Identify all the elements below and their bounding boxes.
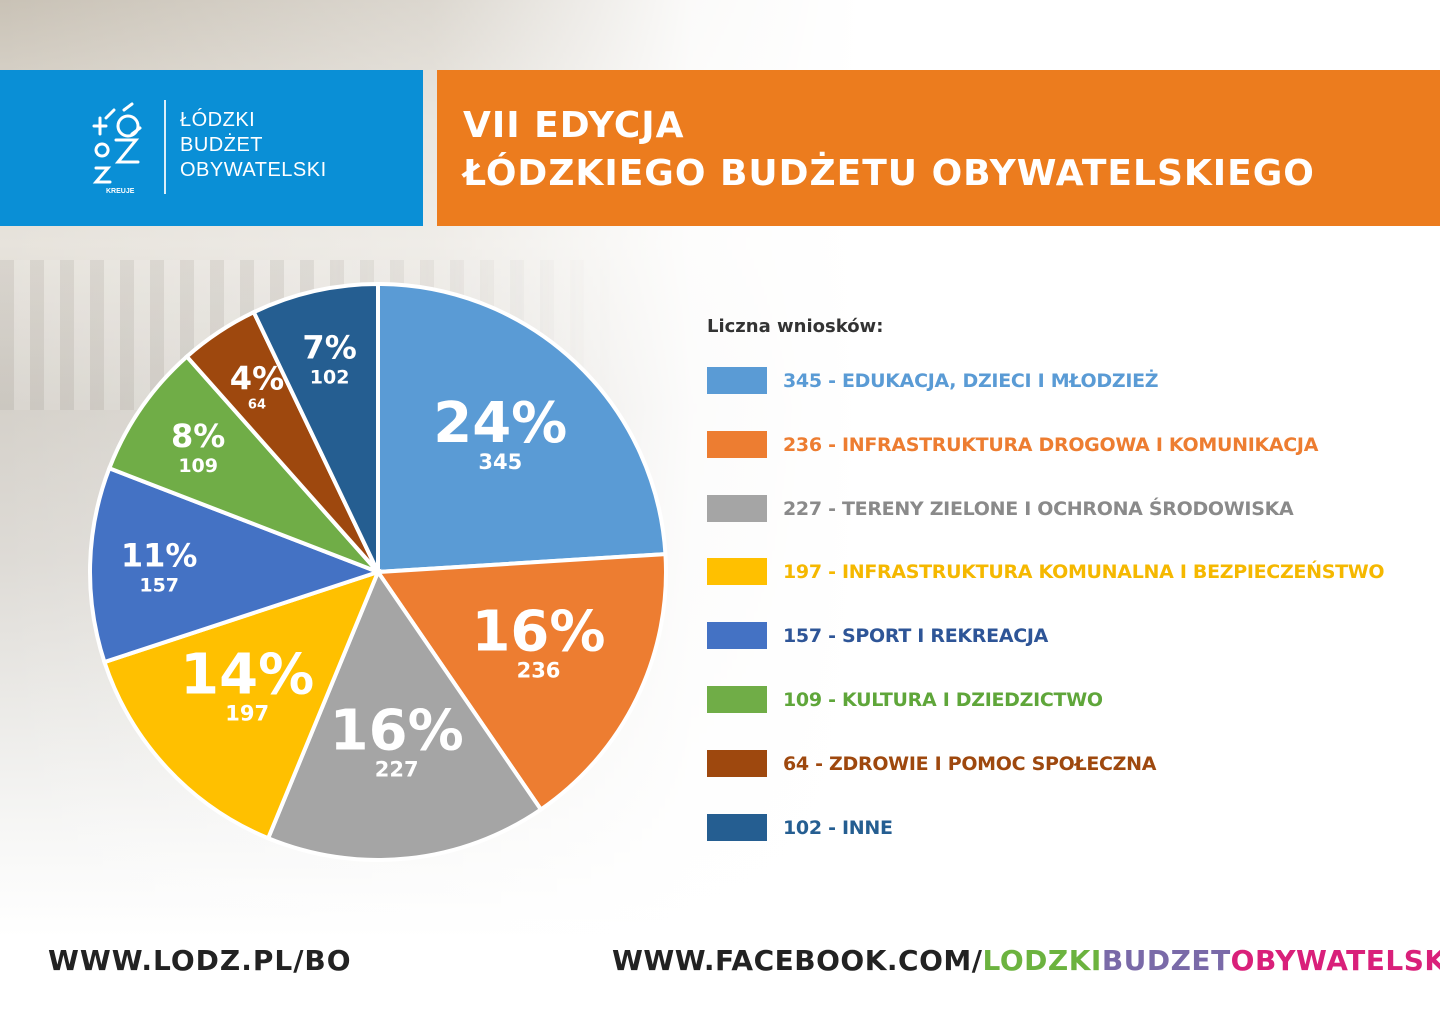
facebook-part-3: OBYWATELSKI	[1230, 944, 1440, 977]
pie-slice-7	[251, 281, 380, 573]
pie-value-label-2: 227	[375, 758, 419, 782]
pie-value-label-5: 109	[178, 455, 218, 477]
legend-swatch-0	[707, 367, 767, 394]
facebook-part-1: LODZKI	[982, 944, 1102, 977]
legend-label-5: 109 - KULTURA I DZIEDZICTWO	[783, 689, 1103, 711]
title-line-2: ŁÓDZKIEGO BUDŻETU OBYWATELSKIEGO	[463, 153, 1315, 194]
legend-swatch-4	[707, 622, 767, 650]
facebook-part-2: BUDZET	[1101, 944, 1231, 977]
pie-percent-label-7: 7%	[302, 329, 356, 367]
title-line-1: VII EDYCJA	[463, 105, 685, 146]
lodz-logo-icon: KREUJE	[92, 102, 142, 195]
pie-value-label-0: 345	[478, 450, 522, 474]
page-title: VII EDYCJA ŁÓDZKIEGO BUDŻETU OBYWATELSKI…	[463, 102, 1315, 198]
pie-value-label-4: 157	[139, 574, 179, 596]
logo-text: ŁÓDZKI BUDŻET OBYWATELSKI	[180, 108, 327, 183]
legend-label-7: 102 - INNE	[783, 816, 893, 839]
legend-label-4: 157 - SPORT I REKREACJA	[783, 625, 1049, 648]
pie-slice-3	[101, 568, 382, 841]
facebook-prefix: WWW.FACEBOOK.COM/	[612, 944, 983, 977]
legend-swatch-2	[707, 494, 767, 522]
logo-caption: KREUJE	[106, 188, 135, 195]
title-banner: VII EDYCJA ŁÓDZKIEGO BUDŻETU OBYWATELSKI…	[437, 70, 1440, 226]
pie-value-label-1: 236	[517, 658, 561, 682]
logo-divider	[164, 100, 166, 194]
pie-slice-4	[88, 465, 384, 665]
pie-percent-label-0: 24%	[433, 391, 567, 456]
logo-panel: KREUJE ŁÓDZKI BUDŻET OBYWATELSKI	[0, 70, 423, 226]
legend-label-1: 236 - INFRASTRUKTURA DROGOWA I KOMUNIKAC…	[783, 433, 1319, 456]
pie-value-label-7: 102	[310, 367, 350, 389]
legend-swatch-6	[707, 749, 767, 777]
pie-slice-2	[265, 567, 544, 862]
pie-slice-1	[374, 551, 668, 813]
legend-swatch-7	[707, 813, 767, 841]
pie-percent-label-4: 11%	[121, 536, 198, 574]
legend-swatch-1	[707, 430, 767, 458]
legend-label-2: 227 - TERENY ZIELONE I OCHRONA ŚRODOWISK…	[783, 497, 1294, 520]
pie-value-label-6: 64	[248, 398, 266, 413]
pie-slice-0	[376, 281, 668, 575]
legend-title: Liczna wniosków:	[707, 316, 884, 337]
footer-facebook[interactable]: WWW.FACEBOOK.COM/LODZKIBUDZETOBYWATELSKI	[612, 944, 1440, 977]
footer-website[interactable]: WWW.LODZ.PL/BO	[48, 944, 352, 977]
logo-line-1: ŁÓDZKI	[180, 109, 256, 131]
pie-percent-label-1: 16%	[471, 599, 605, 664]
pie-percent-label-6: 4%	[230, 360, 284, 398]
pie-percent-label-3: 14%	[180, 643, 314, 708]
legend-label-0: 345 - EDUKACJA, DZIECI I MŁODZIEŻ	[783, 370, 1159, 392]
legend-label-3: 197 - INFRASTRUKTURA KOMUNALNA I BEZPIEC…	[783, 561, 1385, 584]
legend-swatch-5	[707, 686, 767, 713]
logo-line-2: BUDŻET	[180, 134, 263, 156]
pie-slice-5	[106, 353, 380, 574]
logo-line-3: OBYWATELSKI	[180, 159, 327, 181]
pie-percent-label-2: 16%	[330, 699, 464, 764]
pie-value-label-3: 197	[225, 702, 269, 726]
legend-label-6: 64 - ZDROWIE I POMOC SPOŁECZNA	[783, 752, 1157, 775]
legend-swatch-3	[707, 558, 767, 586]
pie-percent-label-5: 8%	[171, 417, 225, 455]
